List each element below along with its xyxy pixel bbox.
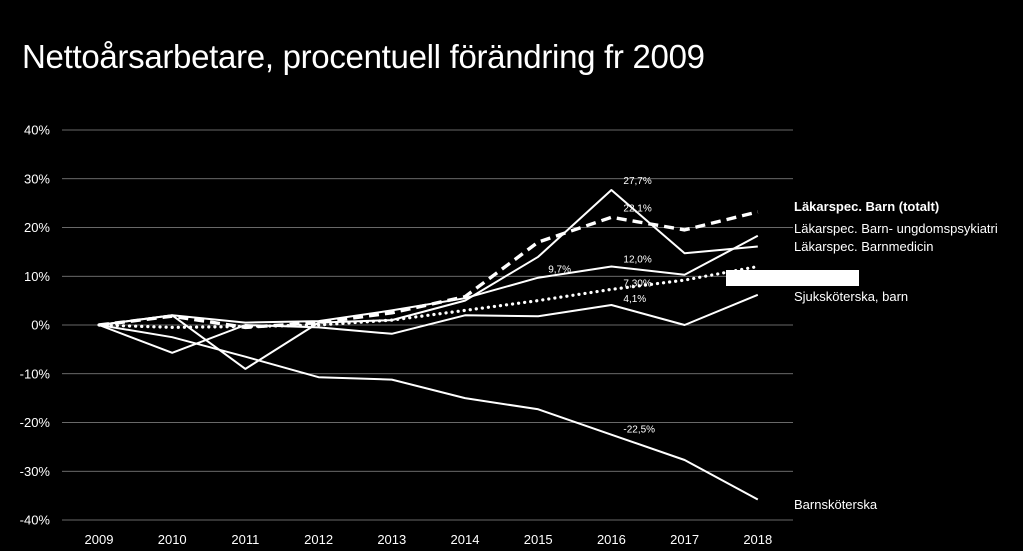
data-label: 7,30% (623, 278, 651, 289)
chart-title: Nettoårsarbetare, procentuell förändring… (22, 38, 705, 75)
legend-label: Läkarspec. Barnmedicin (794, 239, 933, 254)
data-label: 22,1% (623, 203, 651, 214)
data-label: 4,1% (623, 294, 646, 305)
data-label: -22,5% (623, 425, 655, 436)
y-tick-label: 20% (24, 220, 50, 235)
y-tick-label: 10% (24, 269, 50, 284)
x-tick-label: 2015 (524, 532, 553, 547)
series-line (98, 234, 759, 326)
x-tick-label: 2017 (670, 532, 699, 547)
data-label: 9,7% (548, 265, 571, 276)
x-tick-label: 2013 (377, 532, 406, 547)
series-line (98, 189, 758, 370)
y-tick-label: -20% (20, 415, 51, 430)
legend-labels: Läkarspec. Barn (totalt) Läkarspec. Barn-… (794, 199, 998, 512)
data-label: 27,7% (623, 176, 651, 187)
y-tick-label: -30% (20, 464, 51, 479)
series-lines (97, 189, 760, 501)
x-tick-label: 2012 (304, 532, 333, 547)
y-tick-label: -10% (20, 366, 51, 381)
x-tick-label: 2014 (451, 532, 480, 547)
x-tick-label: 2011 (231, 532, 259, 547)
x-tick-label: 2016 (597, 532, 626, 547)
y-tick-label: 40% (24, 123, 50, 138)
series-line (98, 324, 759, 501)
series-line (97, 264, 760, 329)
y-tick-label: -40% (20, 513, 51, 528)
data-labels: 27,7% 22,1% 12,0% 9,7% 7,30% 4,1% -22,5% (548, 176, 655, 436)
x-tick-label: 2018 (743, 532, 772, 547)
legend-label: Barnsköterska (794, 497, 878, 512)
x-tick-label: 2009 (85, 532, 114, 547)
legend-label: Sjuksköterska, barn (794, 289, 908, 304)
series-line (98, 293, 759, 354)
y-tick-label: 0% (31, 318, 50, 333)
white-highlight-box (726, 270, 859, 286)
x-axis-ticks: 2009 2010 2011 2012 2013 2014 2015 2016 2017 2018 (85, 532, 773, 547)
x-tick-label: 2010 (158, 532, 187, 547)
legend-label: Läkarspec. Barn (totalt) (794, 199, 939, 214)
legend-label: Läkarspec. Barn- ungdomspsykiatri (794, 221, 998, 236)
y-axis-ticks: -40% -30% -20% -10% 0% 10% 20% 30% 40% (20, 123, 51, 528)
data-label: 12,0% (623, 255, 651, 266)
y-tick-label: 30% (24, 171, 50, 186)
